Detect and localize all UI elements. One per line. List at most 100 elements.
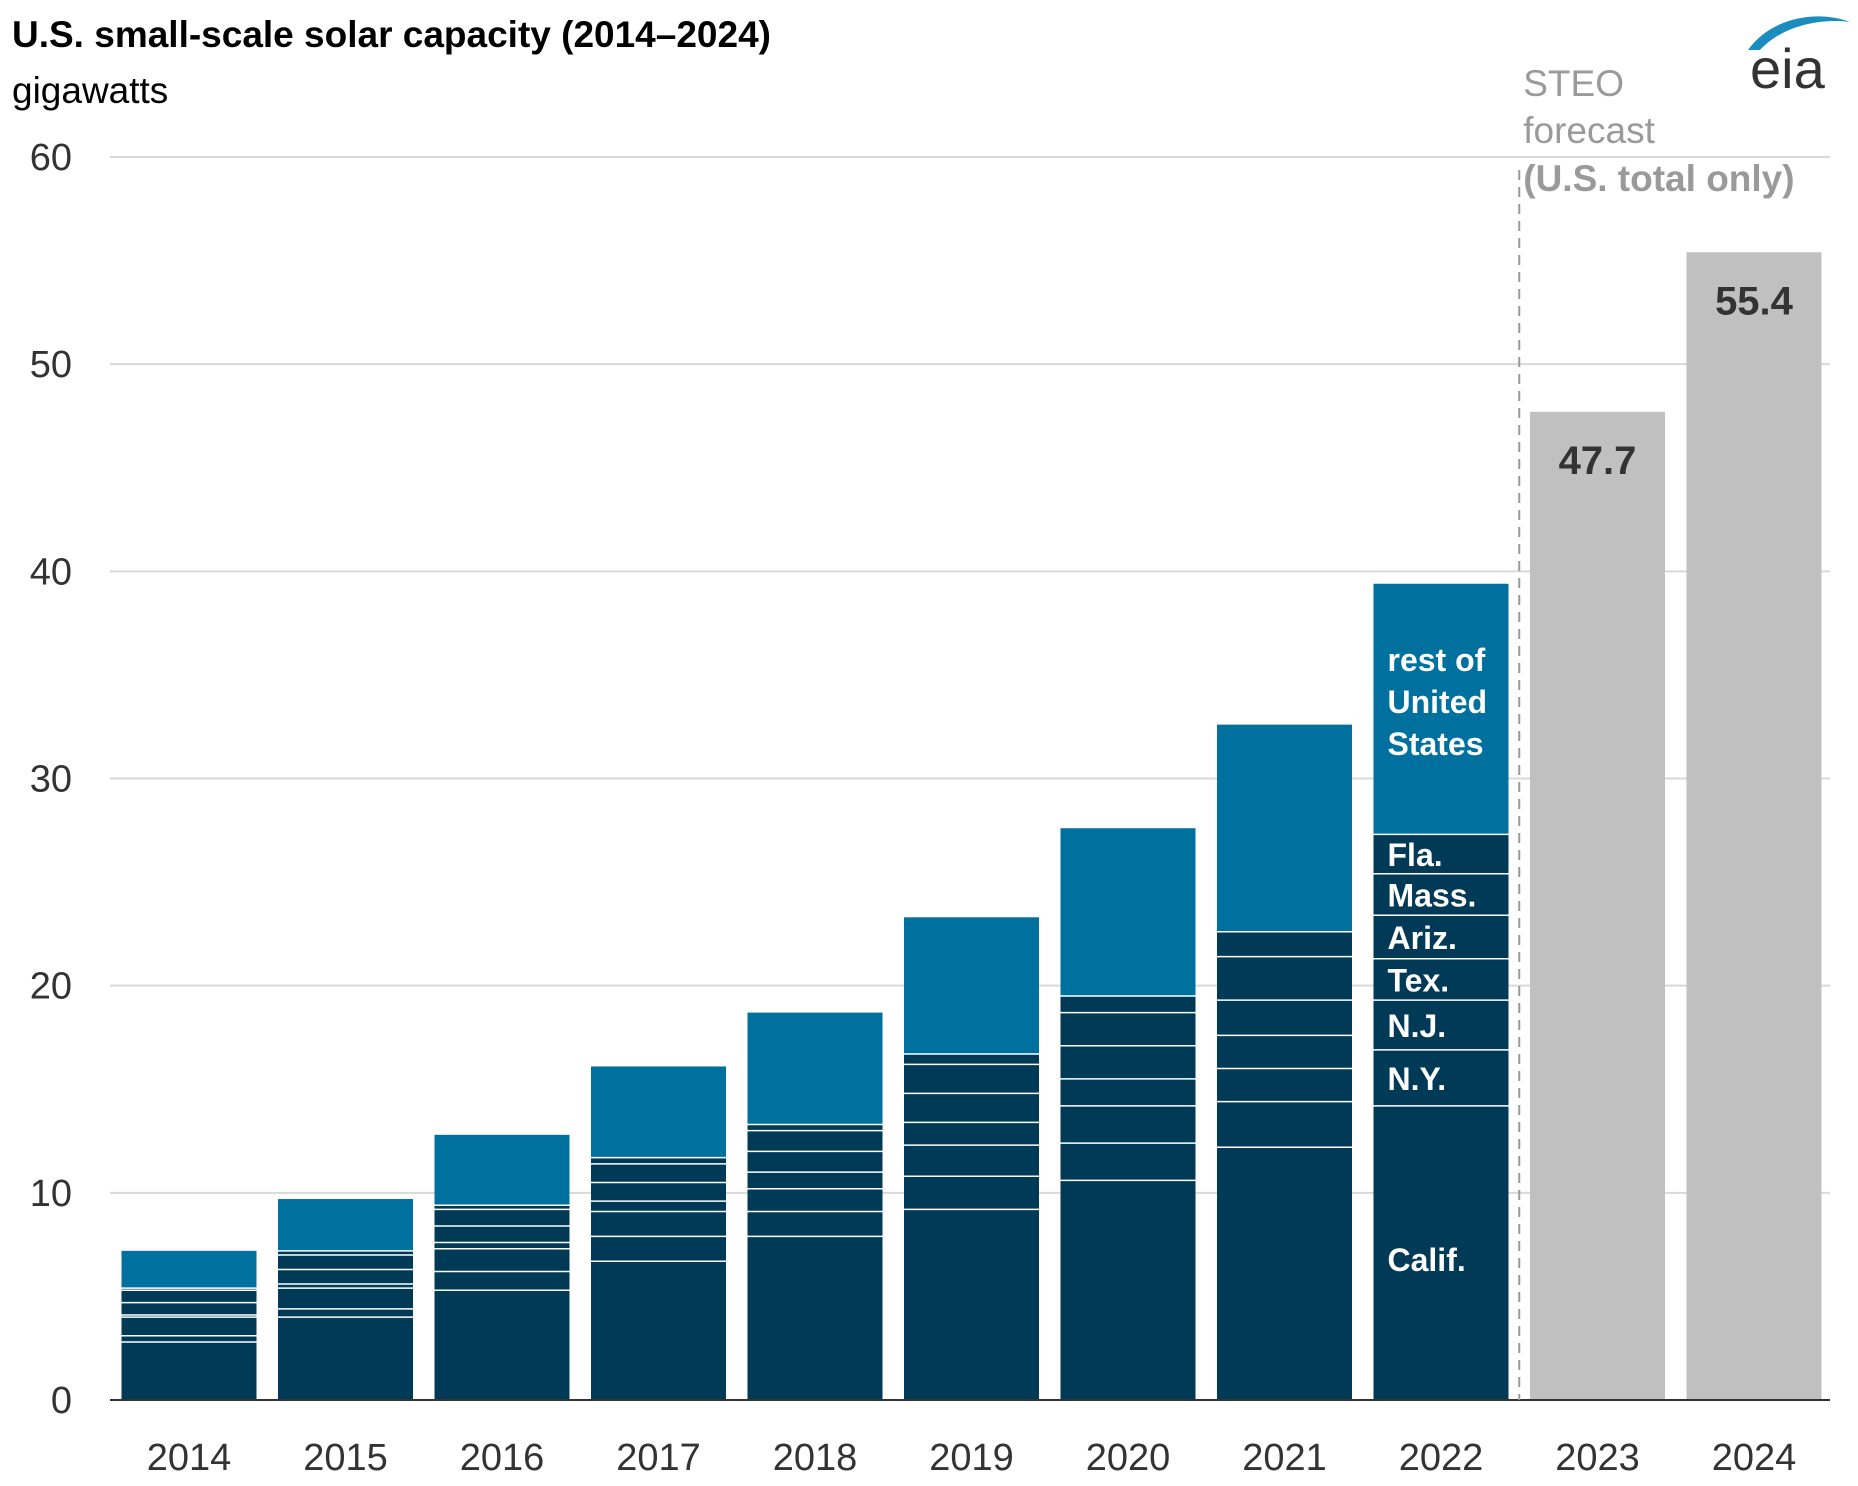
chart-title: U.S. small-scale solar capacity (2014–20… <box>12 14 771 55</box>
segment-label-ariz: Ariz. <box>1388 920 1457 956</box>
bar-2015-ariz <box>278 1269 413 1284</box>
y-axis-ticks: 0 10 20 30 40 50 60 <box>30 137 72 1422</box>
bar-2019-calif <box>904 1209 1039 1400</box>
bar-2017-fla <box>591 1157 726 1164</box>
bar-2017-n-j <box>591 1211 726 1237</box>
bar-2020-n-j <box>1060 1105 1196 1144</box>
y-tick-label-20: 20 <box>30 966 72 1008</box>
y-tick-label-30: 30 <box>30 759 72 801</box>
x-tick-label-2018: 2018 <box>773 1437 858 1479</box>
y-tick-label-10: 10 <box>30 1173 72 1215</box>
bar-2015-n-j <box>278 1288 413 1309</box>
bar-2014-rest-of-united-states <box>121 1250 257 1289</box>
segment-label-fla: Fla. <box>1388 837 1443 873</box>
bar-2022-mass <box>1373 873 1509 916</box>
bar-2015-fla <box>278 1250 413 1255</box>
bar-2020-ariz <box>1060 1045 1196 1079</box>
bar-2021-fla <box>1217 931 1352 957</box>
bar-2016-rest-of-united-states <box>434 1134 570 1206</box>
bar-2022-n-j <box>1373 1000 1509 1050</box>
bar-2021-n-j <box>1217 1068 1352 1102</box>
bar-2019-mass <box>904 1064 1039 1094</box>
bar-2020-rest-of-united-states <box>1060 828 1196 997</box>
bar-2021-n-y <box>1217 1101 1352 1148</box>
y-tick-label-50: 50 <box>30 344 72 386</box>
bar-2017-calif <box>591 1261 726 1400</box>
x-tick-label-2024: 2024 <box>1712 1437 1797 1479</box>
bar-2022-calif <box>1373 1105 1509 1400</box>
bar-2020-mass <box>1060 1012 1196 1046</box>
bar-2018-tex <box>747 1172 883 1189</box>
y-tick-label-0: 0 <box>51 1380 72 1422</box>
bar-2019-n-j <box>904 1145 1039 1177</box>
bar-2021-calif <box>1217 1147 1352 1400</box>
bar-2018-calif <box>747 1236 883 1400</box>
bar-2015-mass <box>278 1254 413 1270</box>
bar-2019-tex <box>904 1122 1039 1146</box>
bar-2020-calif <box>1060 1180 1196 1400</box>
bar-2020-tex <box>1060 1078 1196 1106</box>
annotations: Calif. N.Y. N.J. Tex. Ariz. Mass. Fla. rest of U… <box>1388 63 1795 1400</box>
bar-2022-rest-of-united-states <box>1373 583 1509 835</box>
bar-2019-fla <box>904 1054 1039 1065</box>
segment-label-n-j: N.J. <box>1388 1008 1447 1044</box>
bar-2014-calif <box>121 1341 257 1400</box>
bar-2014-n-y <box>121 1335 257 1342</box>
value-label-2023: 47.7 <box>1559 439 1637 483</box>
bar-2014-n-j <box>121 1317 257 1336</box>
bar-2022-fla <box>1373 834 1509 874</box>
bar-2014-mass <box>121 1290 257 1303</box>
x-axis-ticks: 2014 2015 2016 2017 2018 2019 2020 2021 2022 2023… <box>147 1437 1797 1479</box>
segment-label-tex: Tex. <box>1388 962 1450 998</box>
bars <box>110 252 1830 1401</box>
logo-text: eia <box>1750 37 1826 96</box>
bar-2016-n-y <box>434 1271 570 1291</box>
segment-label-n-y: N.Y. <box>1388 1061 1447 1097</box>
bar-2022-ariz <box>1373 915 1509 959</box>
x-tick-label-2015: 2015 <box>303 1437 388 1479</box>
bar-2017-mass <box>591 1163 726 1183</box>
bar-2015-tex <box>278 1283 413 1289</box>
bar-2017-tex <box>591 1201 726 1212</box>
x-tick-label-2016: 2016 <box>460 1437 545 1479</box>
bar-2016-calif <box>434 1290 570 1400</box>
bar-2016-mass <box>434 1209 570 1226</box>
x-tick-label-2021: 2021 <box>1242 1437 1327 1479</box>
bar-2022-n-y <box>1373 1049 1509 1106</box>
bar-2018-mass <box>747 1130 883 1152</box>
segment-label-calif: Calif. <box>1388 1242 1466 1278</box>
x-tick-label-2017: 2017 <box>616 1437 701 1479</box>
bar-2014-ariz <box>121 1302 257 1316</box>
bar-2018-n-y <box>747 1211 883 1237</box>
y-tick-label-60: 60 <box>30 137 72 179</box>
bar-2021-ariz <box>1217 1000 1352 1036</box>
x-tick-label-2020: 2020 <box>1086 1437 1171 1479</box>
value-label-2024: 55.4 <box>1715 279 1794 323</box>
bar-2015-rest-of-united-states <box>278 1199 413 1251</box>
bar-2017-ariz <box>591 1182 726 1202</box>
bar-forecast-2024 <box>1686 252 1822 1401</box>
bar-2021-rest-of-united-states <box>1217 724 1352 932</box>
bar-2017-rest-of-united-states <box>591 1066 726 1158</box>
segment-label-rest-1: United <box>1388 684 1488 720</box>
bar-2020-n-y <box>1060 1143 1196 1181</box>
x-tick-label-2019: 2019 <box>929 1437 1014 1479</box>
bar-2016-ariz <box>434 1225 570 1243</box>
bar-2017-n-y <box>591 1236 726 1262</box>
bar-2021-tex <box>1217 1035 1352 1069</box>
bar-2016-fla <box>434 1205 570 1210</box>
segment-label-rest-0: rest of <box>1388 642 1486 678</box>
forecast-note-line-1: STEO <box>1523 63 1624 104</box>
segment-label-mass: Mass. <box>1388 878 1477 914</box>
bar-2018-rest-of-united-states <box>747 1012 883 1125</box>
bar-2015-calif <box>278 1317 413 1400</box>
chart-subtitle: gigawatts <box>12 70 169 111</box>
bar-2014-fla <box>121 1288 257 1291</box>
forecast-note-line-2: forecast <box>1523 110 1655 151</box>
bar-2021-mass <box>1217 956 1352 1001</box>
bar-2018-fla <box>747 1124 883 1131</box>
y-tick-label-40: 40 <box>30 551 72 593</box>
bar-2019-n-y <box>904 1176 1039 1210</box>
bar-2015-n-y <box>278 1308 413 1318</box>
segment-label-rest-2: States <box>1388 726 1484 762</box>
